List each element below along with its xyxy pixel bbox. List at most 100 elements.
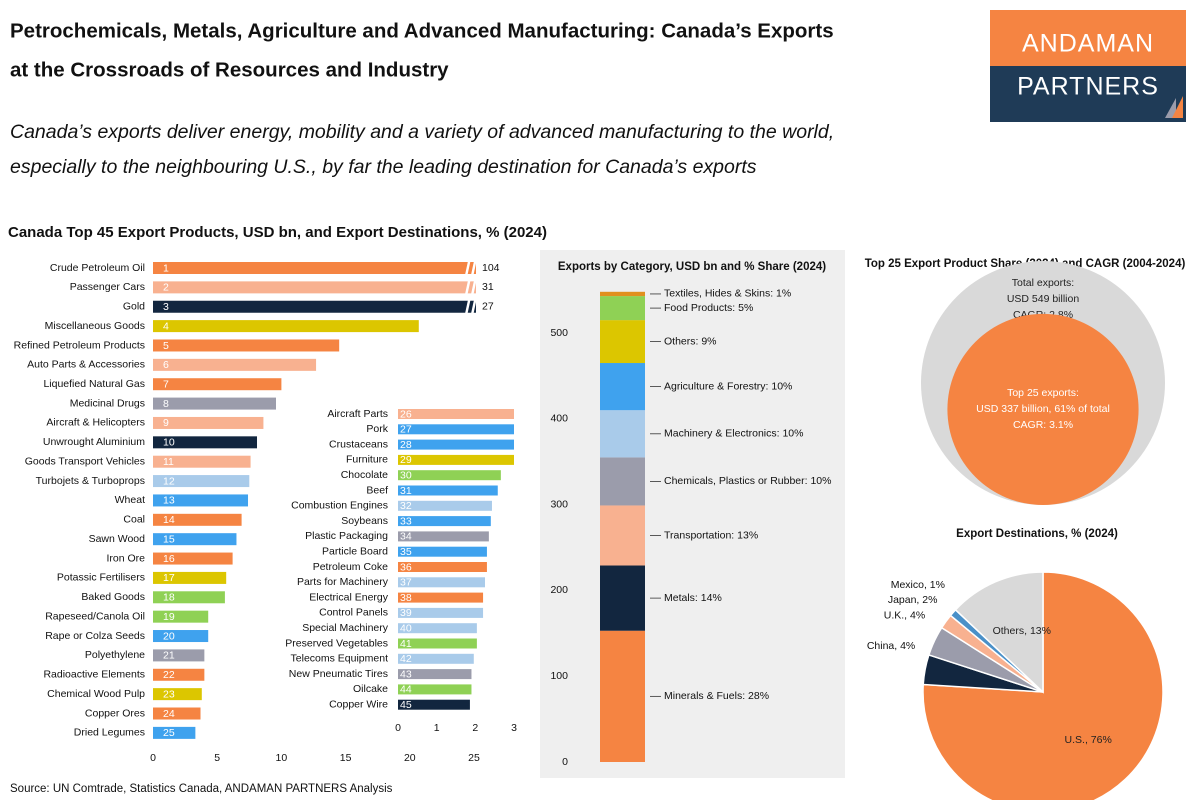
- bar-segment: [600, 291, 645, 297]
- bar: [398, 638, 477, 649]
- bar-segment: [600, 630, 645, 762]
- logo-text: ANDAMAN: [1022, 30, 1154, 58]
- bar: [153, 416, 264, 429]
- axis-break: [465, 280, 471, 295]
- logo-bottom: [990, 66, 1186, 122]
- rank-label: 39: [400, 607, 412, 619]
- bar: [153, 494, 249, 507]
- category-label: Furniture: [346, 454, 388, 466]
- category-label: Copper Wire: [329, 698, 388, 710]
- category-label: Liquefied Natural Gas: [43, 378, 145, 390]
- y-tick-label: 200: [550, 584, 568, 596]
- legend-label: Minerals & Fuels: 28%: [664, 690, 769, 702]
- x-tick-label: 15: [340, 752, 352, 764]
- category-label: Wheat: [115, 494, 145, 506]
- logo-mark: [1172, 96, 1183, 118]
- category-label: Rape or Colza Seeds: [45, 630, 145, 642]
- category-label: Crude Petroleum Oil: [50, 262, 145, 274]
- source: Source: UN Comtrade, Statistics Canada, …: [10, 783, 393, 795]
- rank-label: 7: [163, 379, 169, 391]
- category-label: Potassic Fertilisers: [57, 572, 145, 584]
- x-tick-label: 5: [214, 752, 220, 764]
- circle-label: CAGR: 3.1%: [1013, 419, 1073, 431]
- category-label: Radioactive Elements: [43, 669, 145, 681]
- chart-title: Exports by Category, USD bn and % Share …: [558, 261, 826, 273]
- category-label: Iron Ore: [106, 552, 145, 564]
- rank-label: 8: [163, 398, 169, 410]
- category-label: Electrical Energy: [309, 591, 389, 603]
- bar: [398, 653, 474, 664]
- legend-label: Metals: 14%: [664, 592, 722, 604]
- bar: [398, 607, 484, 618]
- legend-label: Textiles, Hides & Skins: 1%: [664, 288, 791, 300]
- category-label: Coal: [123, 514, 145, 526]
- rank-label: 9: [163, 417, 169, 429]
- rank-label: 20: [163, 630, 175, 642]
- x-tick-label: 0: [150, 752, 156, 764]
- bar: [153, 455, 251, 468]
- bar: [153, 320, 419, 333]
- subtitle-line: especially to the neighbouring U.S., by …: [10, 156, 757, 178]
- category-label: Soybeans: [341, 515, 388, 527]
- y-tick-label: 300: [550, 498, 568, 510]
- bar: [153, 630, 209, 643]
- bar: [398, 439, 514, 450]
- category-label: Plastic Packaging: [305, 530, 388, 542]
- category-label: Control Panels: [319, 607, 388, 619]
- category-label: Telecoms Equipment: [291, 653, 389, 665]
- y-tick-label: 500: [550, 327, 568, 339]
- bar: [398, 485, 498, 496]
- slice-label: Others, 13%: [993, 625, 1051, 637]
- bar: [398, 669, 472, 680]
- bar-segment: [600, 565, 645, 631]
- legend-label: Food Products: 5%: [664, 302, 753, 314]
- rank-label: 14: [163, 514, 175, 526]
- rank-label: 40: [400, 622, 412, 634]
- bar-segment: [600, 457, 645, 506]
- rank-label: 4: [163, 320, 169, 332]
- circle-label: Total exports:: [1012, 277, 1074, 289]
- category-label: Unwrought Aluminium: [43, 436, 145, 448]
- rank-label: 41: [400, 638, 412, 650]
- bar: [153, 649, 205, 662]
- category-label: Petroleum Coke: [313, 561, 388, 573]
- category-label: Passenger Cars: [70, 281, 145, 293]
- rank-label: 30: [400, 469, 412, 481]
- bar-segment: [600, 505, 645, 566]
- category-label: Medicinal Drugs: [70, 397, 145, 409]
- share-chart: Top 25 Export Product Share (2024) and C…: [865, 258, 1185, 505]
- x-tick-label: 3: [511, 722, 517, 734]
- y-tick-label: 400: [550, 413, 568, 425]
- bar: [153, 281, 476, 294]
- bar: [398, 409, 514, 419]
- rank-label: 17: [163, 572, 175, 584]
- bar: [153, 610, 209, 623]
- x-tick-label: 2: [472, 722, 478, 734]
- logo-mark: [1165, 98, 1176, 118]
- rank-label: 11: [163, 456, 174, 468]
- category-label: Copper Ores: [85, 707, 145, 719]
- slice-label: U.K., 4%: [884, 609, 925, 621]
- rank-label: 44: [400, 684, 412, 696]
- value-label: 104: [482, 262, 500, 274]
- category-label: Refined Petroleum Products: [14, 339, 145, 351]
- axis-break: [471, 261, 477, 275]
- rank-label: 38: [400, 592, 412, 604]
- category-label: Polyethylene: [85, 649, 145, 661]
- bar: [153, 513, 242, 526]
- value-label: 27: [482, 301, 494, 313]
- bar: [398, 546, 487, 557]
- category-label: Aircraft Parts: [327, 408, 388, 420]
- bar: [398, 699, 470, 710]
- bar: [153, 378, 282, 391]
- category-label: Oilcake: [353, 683, 388, 695]
- logo-text: PARTNERS: [1017, 73, 1159, 101]
- bar: [153, 726, 196, 739]
- bar: [153, 552, 233, 565]
- x-tick-label: 25: [468, 752, 480, 764]
- bar: [398, 577, 485, 588]
- circle-label: USD 337 billion, 61% of total: [976, 403, 1110, 415]
- category-label: Dried Legumes: [74, 727, 145, 739]
- bar: [153, 436, 258, 449]
